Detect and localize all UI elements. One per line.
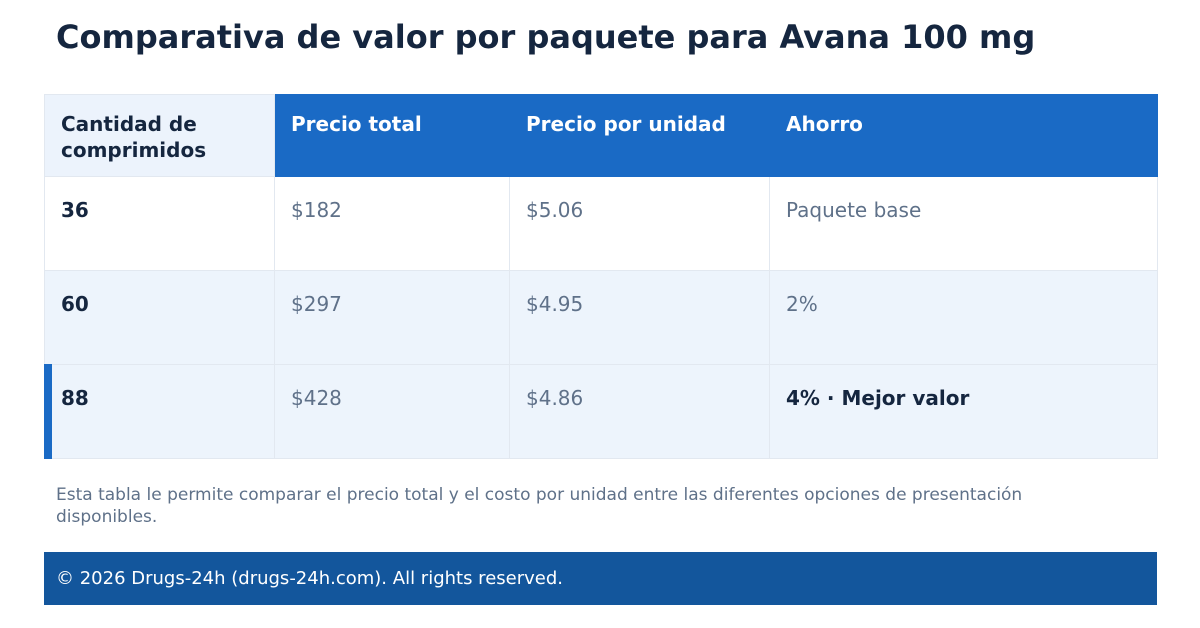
cell-total-price: $428 <box>274 364 510 459</box>
cell-quantity-text: 88 <box>61 386 89 410</box>
cell-total-price: $182 <box>274 176 510 271</box>
footer: © 2026 Drugs-24h (drugs-24h.com). All ri… <box>44 552 1157 605</box>
price-comparison-table-container: Cantidad de comprimidos Precio total Pre… <box>44 94 1158 459</box>
table-row: 36 $182 $5.06 Paquete base <box>44 176 1158 271</box>
best-value-accent-bar <box>44 364 52 459</box>
header-total-price: Precio total <box>274 94 510 177</box>
cell-savings: Paquete base <box>769 176 1158 271</box>
header-savings: Ahorro <box>769 94 1158 177</box>
table-row-best-value: 88 $428 $4.86 4% · Mejor valor <box>44 364 1158 459</box>
price-comparison-table: Cantidad de comprimidos Precio total Pre… <box>44 94 1158 459</box>
cell-total-price: $297 <box>274 270 510 365</box>
cell-quantity: 36 <box>44 176 275 271</box>
page-title: Comparativa de valor por paquete para Av… <box>56 18 1036 56</box>
cell-unit-price: $4.86 <box>509 364 770 459</box>
cell-quantity: 60 <box>44 270 275 365</box>
header-unit-price: Precio por unidad <box>509 94 770 177</box>
cell-unit-price: $5.06 <box>509 176 770 271</box>
table-note: Esta tabla le permite comparar el precio… <box>56 485 1023 527</box>
cell-quantity: 88 <box>44 364 275 459</box>
cell-savings: 2% <box>769 270 1158 365</box>
cell-unit-price: $4.95 <box>509 270 770 365</box>
table-row: 60 $297 $4.95 2% <box>44 270 1158 365</box>
table-header-row: Cantidad de comprimidos Precio total Pre… <box>44 94 1158 177</box>
cell-savings-best-value: 4% · Mejor valor <box>769 364 1158 459</box>
footer-copyright: © 2026 Drugs-24h (drugs-24h.com). All ri… <box>56 568 563 589</box>
header-quantity: Cantidad de comprimidos <box>44 94 275 177</box>
